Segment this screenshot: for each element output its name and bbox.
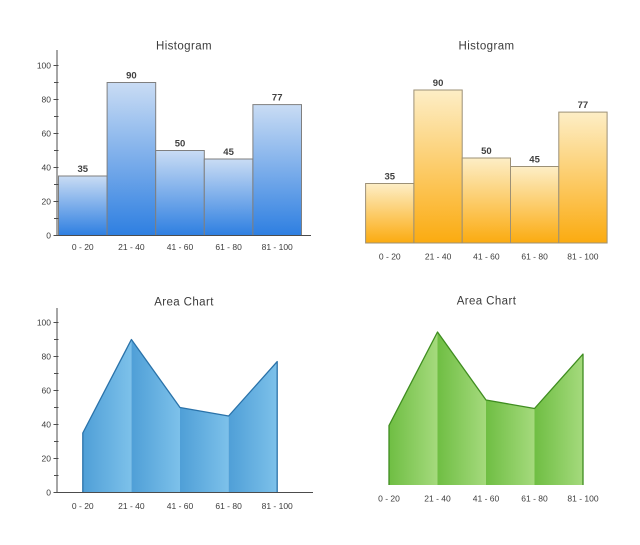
category-label: 61 - 80 [215, 501, 242, 511]
area-panel [180, 407, 229, 493]
histogram-blue-plot: 0 20 40 60 80 100 35 90 50 45 77 0 - 20 21 - 40 41 - … [37, 50, 311, 252]
bar [413, 89, 463, 244]
area-panel [486, 400, 535, 485]
area-panel [131, 339, 180, 493]
category-label: 61 - 80 [521, 494, 548, 504]
y-tick-label: 20 [42, 197, 52, 207]
category-label: 61 - 80 [521, 252, 548, 262]
bar [252, 104, 302, 236]
value-label: 50 [175, 139, 186, 150]
area-chart-blue: 0 20 40 60 80 100 0 - 20 21 - 40 41 - 60 61 - 80 8… [37, 297, 313, 511]
bar [203, 158, 254, 236]
category-label: 81 - 100 [262, 501, 293, 511]
bar [461, 157, 512, 244]
bar [58, 175, 108, 236]
area-panel [437, 332, 486, 485]
chart-title: Area Chart [457, 296, 517, 308]
area-outline [82, 338, 278, 493]
y-tick-label: 40 [42, 163, 52, 173]
value-label: 77 [578, 100, 589, 111]
category-label: 0 - 20 [72, 242, 94, 252]
bar [365, 183, 415, 244]
y-tick-label: 80 [42, 352, 52, 362]
value-label: 35 [385, 172, 396, 183]
y-tick-label: 60 [42, 129, 52, 139]
category-label: 21 - 40 [118, 501, 145, 511]
category-label: 61 - 80 [215, 242, 242, 252]
bar [106, 82, 157, 236]
y-tick-label: 60 [42, 386, 52, 396]
area-chart-blue-plot: 0 20 40 60 80 100 0 - 20 21 - 40 41 - 60 61 - 80 8… [37, 308, 313, 511]
category-label: 0 - 20 [72, 501, 94, 511]
y-tick-label: 100 [37, 318, 51, 328]
category-label: 0 - 20 [379, 252, 401, 262]
y-tick-label: 80 [42, 95, 52, 105]
category-label: 41 - 60 [167, 242, 194, 252]
area-panel [82, 339, 132, 493]
category-label: 41 - 60 [473, 252, 500, 262]
category-label: 21 - 40 [118, 242, 145, 252]
category-label: 81 - 100 [567, 252, 598, 262]
y-tick-label: 20 [42, 454, 52, 464]
category-label: 21 - 40 [425, 252, 452, 262]
area-chart-green: 0 - 20 21 - 40 41 - 60 61 - 80 81 - 100 Area… [378, 296, 599, 504]
area-chart-green-plot: 0 - 20 21 - 40 41 - 60 61 - 80 81 - 100 [378, 331, 599, 504]
area-outline [388, 331, 584, 485]
value-label: 77 [272, 93, 283, 104]
bar [155, 150, 205, 236]
value-label: 90 [126, 71, 137, 82]
category-label: 81 - 100 [567, 494, 598, 504]
bar [510, 166, 560, 244]
y-tick-label: 100 [37, 61, 51, 71]
category-label: 21 - 40 [424, 494, 451, 504]
bar [558, 111, 608, 244]
category-label: 81 - 100 [262, 242, 293, 252]
category-label: 0 - 20 [378, 494, 400, 504]
chart-title: Histogram [458, 41, 514, 53]
histogram-orange-plot: 35 90 50 45 77 0 - 20 21 - 40 41 - 60 61 - 80 81 … [365, 78, 608, 262]
y-tick-label: 0 [46, 488, 51, 498]
area-panel [389, 332, 438, 485]
y-tick-label: 40 [42, 420, 52, 430]
value-label: 50 [481, 146, 492, 157]
value-label: 35 [78, 164, 89, 175]
area-panel [534, 354, 583, 485]
value-label: 45 [529, 155, 540, 166]
y-tick-label: 0 [46, 231, 51, 241]
category-label: 41 - 60 [473, 494, 500, 504]
area-panel [228, 361, 278, 493]
histogram-blue-chart: 0 20 40 60 80 100 35 90 50 45 77 0 - 20 21 - 40 41 - … [37, 41, 311, 252]
chart-title: Histogram [156, 41, 212, 53]
value-label: 45 [223, 147, 234, 158]
chart-title: Area Chart [154, 297, 214, 309]
value-label: 90 [433, 78, 444, 89]
category-label: 41 - 60 [167, 501, 194, 511]
histogram-orange-chart: 35 90 50 45 77 0 - 20 21 - 40 41 - 60 61 - 80 81 … [365, 41, 608, 262]
